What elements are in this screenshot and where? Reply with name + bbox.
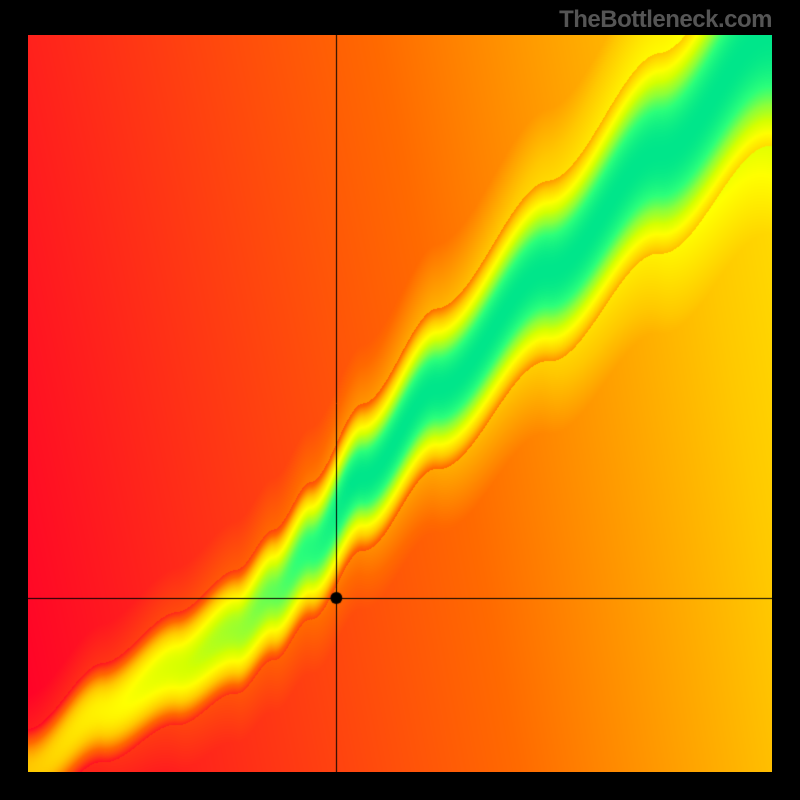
watermark-text: TheBottleneck.com — [559, 6, 772, 34]
chart-container: TheBottleneck.com — [0, 0, 800, 800]
heatmap-canvas — [28, 35, 772, 772]
